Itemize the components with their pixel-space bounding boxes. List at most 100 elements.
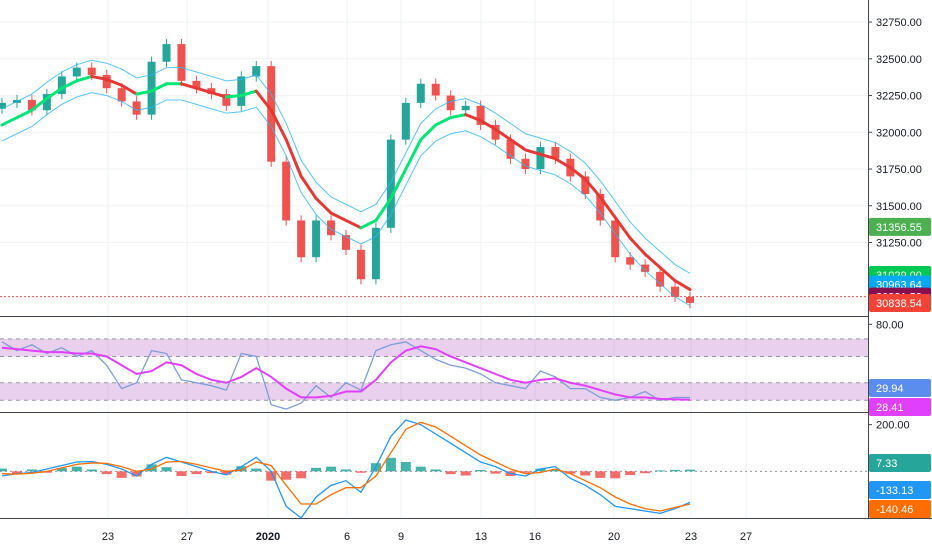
macd-hist-bar xyxy=(281,471,292,480)
candle-body xyxy=(626,257,635,265)
ema-line-segment xyxy=(494,127,513,142)
macd-hist-bar xyxy=(11,471,22,474)
signal-line xyxy=(1,421,691,512)
rsi-pane xyxy=(0,338,868,410)
candle-body xyxy=(282,161,291,221)
candle-body xyxy=(192,80,201,89)
candle-body xyxy=(386,139,395,228)
x-tick-label: 6 xyxy=(344,531,350,543)
candle-body xyxy=(222,94,231,106)
rsi-ma-line xyxy=(1,345,691,401)
candle-body xyxy=(42,94,51,111)
macd-hist-bar xyxy=(146,464,157,472)
candle-body xyxy=(177,44,186,81)
macd-hist-bar xyxy=(640,471,651,474)
axes: 32750.00 32500.00 32250.00 32000.00 31750.00… xyxy=(102,17,922,543)
tag-label: -133.13 xyxy=(876,485,913,497)
candle-body xyxy=(237,76,246,106)
tag-background xyxy=(869,481,931,499)
ema-line-segment xyxy=(30,96,49,112)
tag-label: 31356.55 xyxy=(876,222,922,234)
macd-hist-bar xyxy=(580,471,591,476)
tag-label: 30838.54 xyxy=(876,298,922,310)
ema-line-segment xyxy=(613,216,632,240)
ema-line-segment xyxy=(374,196,393,222)
rsi-band xyxy=(0,338,868,357)
rsi-tag: 29.94 xyxy=(869,379,931,397)
ema-line-segment xyxy=(479,119,498,131)
x-tick-label: 23 xyxy=(102,531,114,543)
candle-body xyxy=(252,66,261,77)
macd-hist-bar xyxy=(610,471,621,479)
candle-body xyxy=(356,249,365,280)
candle-body xyxy=(431,83,440,96)
tag-label: 7.33 xyxy=(876,458,897,470)
macd-hist-bar xyxy=(266,471,277,481)
band-line xyxy=(1,59,691,274)
ema-line-segment xyxy=(523,148,542,156)
candle-body xyxy=(87,67,96,75)
ema-line-segment xyxy=(179,82,198,90)
ema-line-segment xyxy=(329,211,348,222)
ema-line-segment xyxy=(45,86,64,100)
y-tick-label: 32250.00 xyxy=(876,91,922,103)
ema-line-segment xyxy=(224,94,243,99)
band-line xyxy=(1,92,691,307)
macd-hist-bar xyxy=(116,471,127,478)
macd-hist-bar xyxy=(101,471,112,475)
x-tick-label: 27 xyxy=(181,531,193,543)
ema-line-segment xyxy=(583,177,602,199)
candle-body xyxy=(476,105,485,125)
ema-line-segment xyxy=(254,89,273,112)
x-tick-label: 9 xyxy=(398,531,404,543)
tag-background xyxy=(869,500,931,518)
macd-pane xyxy=(0,419,868,519)
ema-line-segment xyxy=(404,138,423,171)
tag-background xyxy=(869,217,931,236)
ema-line-segment xyxy=(598,195,617,220)
ema-line-segment xyxy=(135,89,154,96)
candle-body xyxy=(57,76,66,95)
ema-line-segment xyxy=(194,86,213,95)
macd-tag: -133.13 xyxy=(869,481,931,499)
ema-line-segment xyxy=(553,157,572,170)
candle-body xyxy=(117,88,126,102)
macd-hist-bar xyxy=(176,471,187,476)
macd-hist-bar xyxy=(625,471,636,476)
ema-line-segment xyxy=(568,166,587,181)
candle-body xyxy=(267,66,276,162)
candle-body xyxy=(446,95,455,111)
macd-hist-bar xyxy=(460,471,471,476)
candle-body xyxy=(641,264,650,272)
ema-line-segment xyxy=(344,218,363,230)
macd-hist-bar xyxy=(71,466,82,472)
ema-line-segment xyxy=(449,113,468,120)
x-tick-label: 13 xyxy=(475,531,487,543)
tag-background xyxy=(869,293,931,312)
candle-body xyxy=(401,102,410,140)
ema-line-segment xyxy=(389,167,408,200)
y-tick-label: 32500.00 xyxy=(876,54,922,66)
macd-hist-bar xyxy=(415,466,426,472)
ema-line-segment xyxy=(419,123,438,142)
candle-body xyxy=(671,286,680,297)
macd-hist-bar xyxy=(311,467,322,472)
y-tick-label: 31250.00 xyxy=(876,238,922,250)
macd-hist-bar xyxy=(86,469,97,472)
macd-hist-bar xyxy=(191,471,202,475)
y-tick-label: 32000.00 xyxy=(876,127,922,139)
x-tick-label: 27 xyxy=(740,531,752,543)
candle-body xyxy=(656,271,665,287)
ema-line-segment xyxy=(658,265,677,283)
macd-hist-bar xyxy=(535,468,546,472)
macd-hist-bar xyxy=(296,471,307,479)
macd-hist-bar xyxy=(655,470,666,472)
macd-hist-bar xyxy=(385,457,396,472)
x-tick-label: 20 xyxy=(608,531,620,543)
ema-line-segment xyxy=(643,252,662,269)
candle-body xyxy=(72,67,81,77)
macd-hist-bar xyxy=(56,468,67,472)
tag-background xyxy=(869,454,931,472)
candle-body xyxy=(461,105,470,111)
